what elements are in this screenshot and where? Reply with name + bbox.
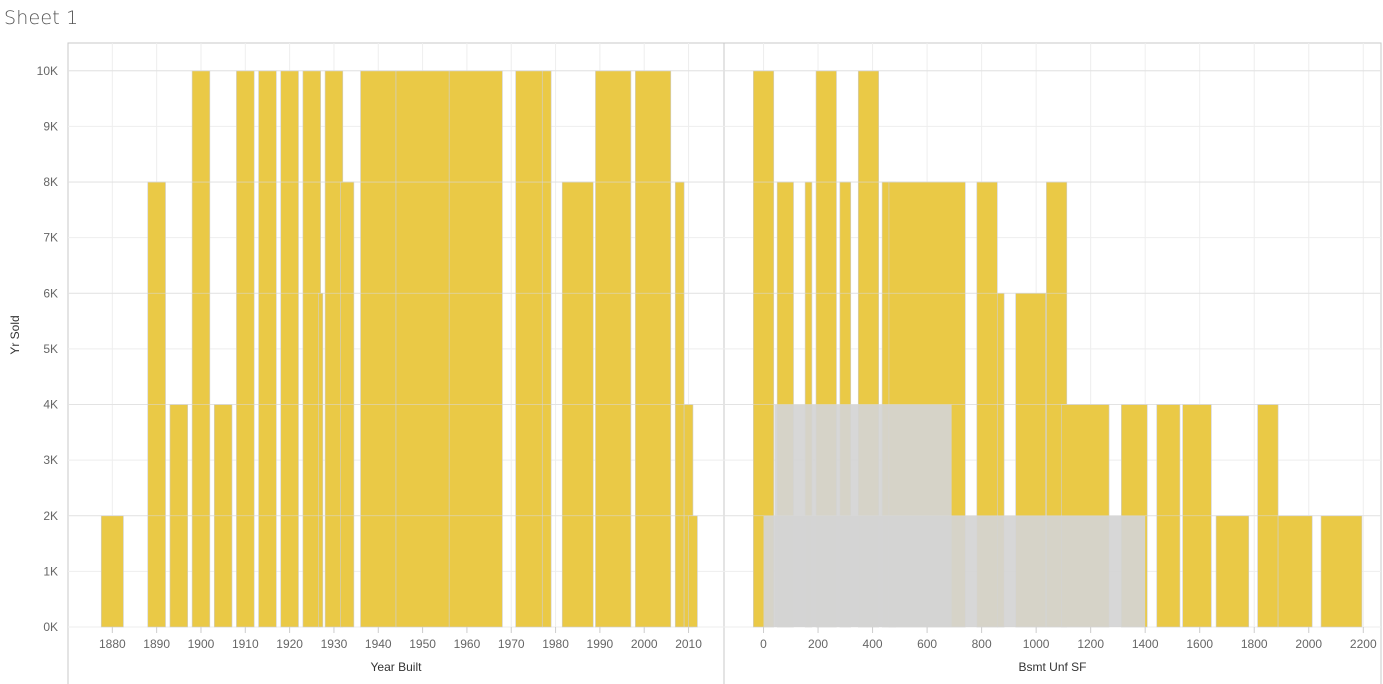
x-tick-label: 1000: [1023, 637, 1050, 651]
axis-titles: Yr Sold Year Built Bsmt Unf SF: [8, 315, 1087, 674]
y-tick-label: 1K: [43, 564, 58, 578]
x-tick-label: 1600: [1186, 637, 1213, 651]
x-tick-label: 0: [760, 637, 767, 651]
bar[interactable]: [318, 292, 324, 628]
x-tick-label: 2010: [675, 637, 702, 651]
x-tick-label: 1890: [143, 637, 170, 651]
bar[interactable]: [191, 70, 211, 628]
bar[interactable]: [635, 70, 672, 628]
tick-labels: 0K 1K 2K 3K 4K 5K 6K 7K 8K 9K 10K 1880 1890 1900 1910 1…: [37, 64, 1377, 651]
bar[interactable]: [1320, 515, 1363, 628]
bar[interactable]: [1277, 515, 1313, 628]
x-tick-label: 2000: [1295, 637, 1322, 651]
x-tick-label: 1970: [498, 637, 525, 651]
gray-overlay: [763, 515, 1146, 627]
bar[interactable]: [360, 70, 397, 628]
y-axis-title: Yr Sold: [8, 315, 22, 354]
x-tick-label: 1400: [1132, 637, 1159, 651]
x-tick-label: 2200: [1350, 637, 1377, 651]
x-tick-label: 400: [863, 637, 883, 651]
x-tick-label: 200: [808, 637, 828, 651]
bar[interactable]: [324, 70, 344, 628]
x-tick-label: 1990: [587, 637, 614, 651]
x-tick-label: 1960: [454, 637, 481, 651]
x-tick-label: 1800: [1241, 637, 1268, 651]
x-tick-label: 1940: [365, 637, 392, 651]
y-tick-label: 10K: [37, 64, 58, 78]
bar[interactable]: [258, 70, 277, 628]
x-tick-label: 800: [972, 637, 992, 651]
y-tick-label: 6K: [43, 286, 58, 300]
x-tick-label: 1930: [321, 637, 348, 651]
x-tick-label: 600: [917, 637, 937, 651]
x-tick-label: 1980: [542, 637, 569, 651]
y-tick-label: 4K: [43, 398, 58, 412]
x-tick-label: 1950: [409, 637, 436, 651]
bar[interactable]: [515, 70, 543, 628]
bar[interactable]: [541, 70, 552, 628]
x-tick-label: 1880: [99, 637, 126, 651]
x-axis-title: Bsmt Unf SF: [1018, 660, 1086, 674]
y-tick-label: 9K: [43, 119, 58, 133]
x-tick-label: 1200: [1077, 637, 1104, 651]
y-tick-label: 7K: [43, 231, 58, 245]
y-tick-label: 2K: [43, 509, 58, 523]
x-tick-label: 2000: [631, 637, 658, 651]
bars: [68, 70, 1381, 628]
bar[interactable]: [280, 70, 299, 628]
bar[interactable]: [1215, 515, 1250, 628]
y-tick-label: 5K: [43, 342, 58, 356]
y-tick-label: 0K: [43, 620, 58, 634]
bar[interactable]: [595, 70, 632, 628]
bar[interactable]: [395, 70, 450, 628]
x-tick-label: 1910: [232, 637, 259, 651]
sheet-title: Sheet 1: [4, 7, 79, 29]
bar[interactable]: [100, 515, 124, 628]
y-tick-label: 8K: [43, 175, 58, 189]
bar[interactable]: [688, 515, 698, 628]
x-tick-label: 1900: [188, 637, 215, 651]
bar[interactable]: [236, 70, 255, 628]
x-tick-label: 1920: [276, 637, 303, 651]
x-axis-title: Year Built: [371, 660, 423, 674]
bar[interactable]: [448, 70, 503, 628]
y-tick-label: 3K: [43, 453, 58, 467]
bar[interactable]: [302, 70, 321, 628]
